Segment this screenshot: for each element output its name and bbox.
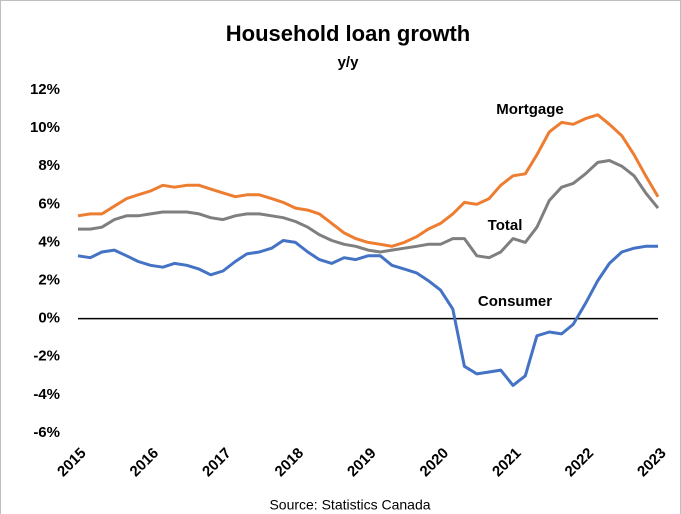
y-tick-label: 4% [38, 233, 60, 250]
y-tick-label: 0% [38, 310, 60, 327]
y-tick-label: -2% [33, 348, 60, 365]
series-label: Consumer [478, 293, 552, 310]
y-tick-label: -4% [33, 386, 60, 403]
series-label: Total [488, 217, 523, 234]
y-tick-label: -6% [33, 424, 60, 441]
series-line [78, 159, 660, 260]
source-note: Source: Statistics Canada [269, 497, 430, 513]
chart-subtitle: y/y [338, 54, 360, 71]
series-line [77, 239, 658, 387]
y-tick-label: 10% [30, 119, 60, 136]
series-label: Mortgage [496, 101, 564, 118]
y-tick-label: 8% [38, 157, 60, 174]
y-tick-label: 6% [38, 195, 60, 212]
y-tick-label: 2% [38, 272, 60, 289]
series-line [77, 113, 660, 248]
y-tick-label: 12% [30, 81, 60, 98]
chart-title: Household loan growth [226, 21, 470, 46]
